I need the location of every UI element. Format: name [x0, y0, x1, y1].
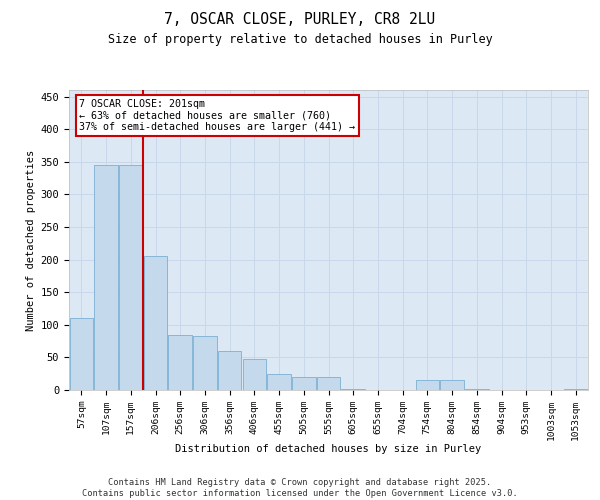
Bar: [416, 380, 439, 390]
Y-axis label: Number of detached properties: Number of detached properties: [26, 150, 37, 330]
Bar: [292, 377, 316, 390]
Bar: [242, 360, 266, 390]
Text: Size of property relative to detached houses in Purley: Size of property relative to detached ho…: [107, 32, 493, 46]
Bar: [94, 165, 118, 390]
Bar: [218, 351, 241, 390]
Text: 7, OSCAR CLOSE, PURLEY, CR8 2LU: 7, OSCAR CLOSE, PURLEY, CR8 2LU: [164, 12, 436, 28]
Bar: [268, 374, 291, 390]
Bar: [70, 318, 93, 390]
Text: Contains HM Land Registry data © Crown copyright and database right 2025.
Contai: Contains HM Land Registry data © Crown c…: [82, 478, 518, 498]
Bar: [341, 388, 365, 390]
Bar: [119, 165, 143, 390]
Bar: [169, 334, 192, 390]
Bar: [564, 388, 587, 390]
Bar: [193, 336, 217, 390]
Bar: [440, 380, 464, 390]
Bar: [317, 377, 340, 390]
Text: 7 OSCAR CLOSE: 201sqm
← 63% of detached houses are smaller (760)
37% of semi-det: 7 OSCAR CLOSE: 201sqm ← 63% of detached …: [79, 99, 355, 132]
Bar: [465, 388, 488, 390]
X-axis label: Distribution of detached houses by size in Purley: Distribution of detached houses by size …: [175, 444, 482, 454]
Bar: [144, 256, 167, 390]
